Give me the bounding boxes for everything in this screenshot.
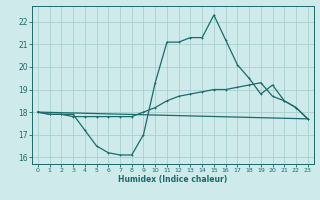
X-axis label: Humidex (Indice chaleur): Humidex (Indice chaleur) — [118, 175, 228, 184]
